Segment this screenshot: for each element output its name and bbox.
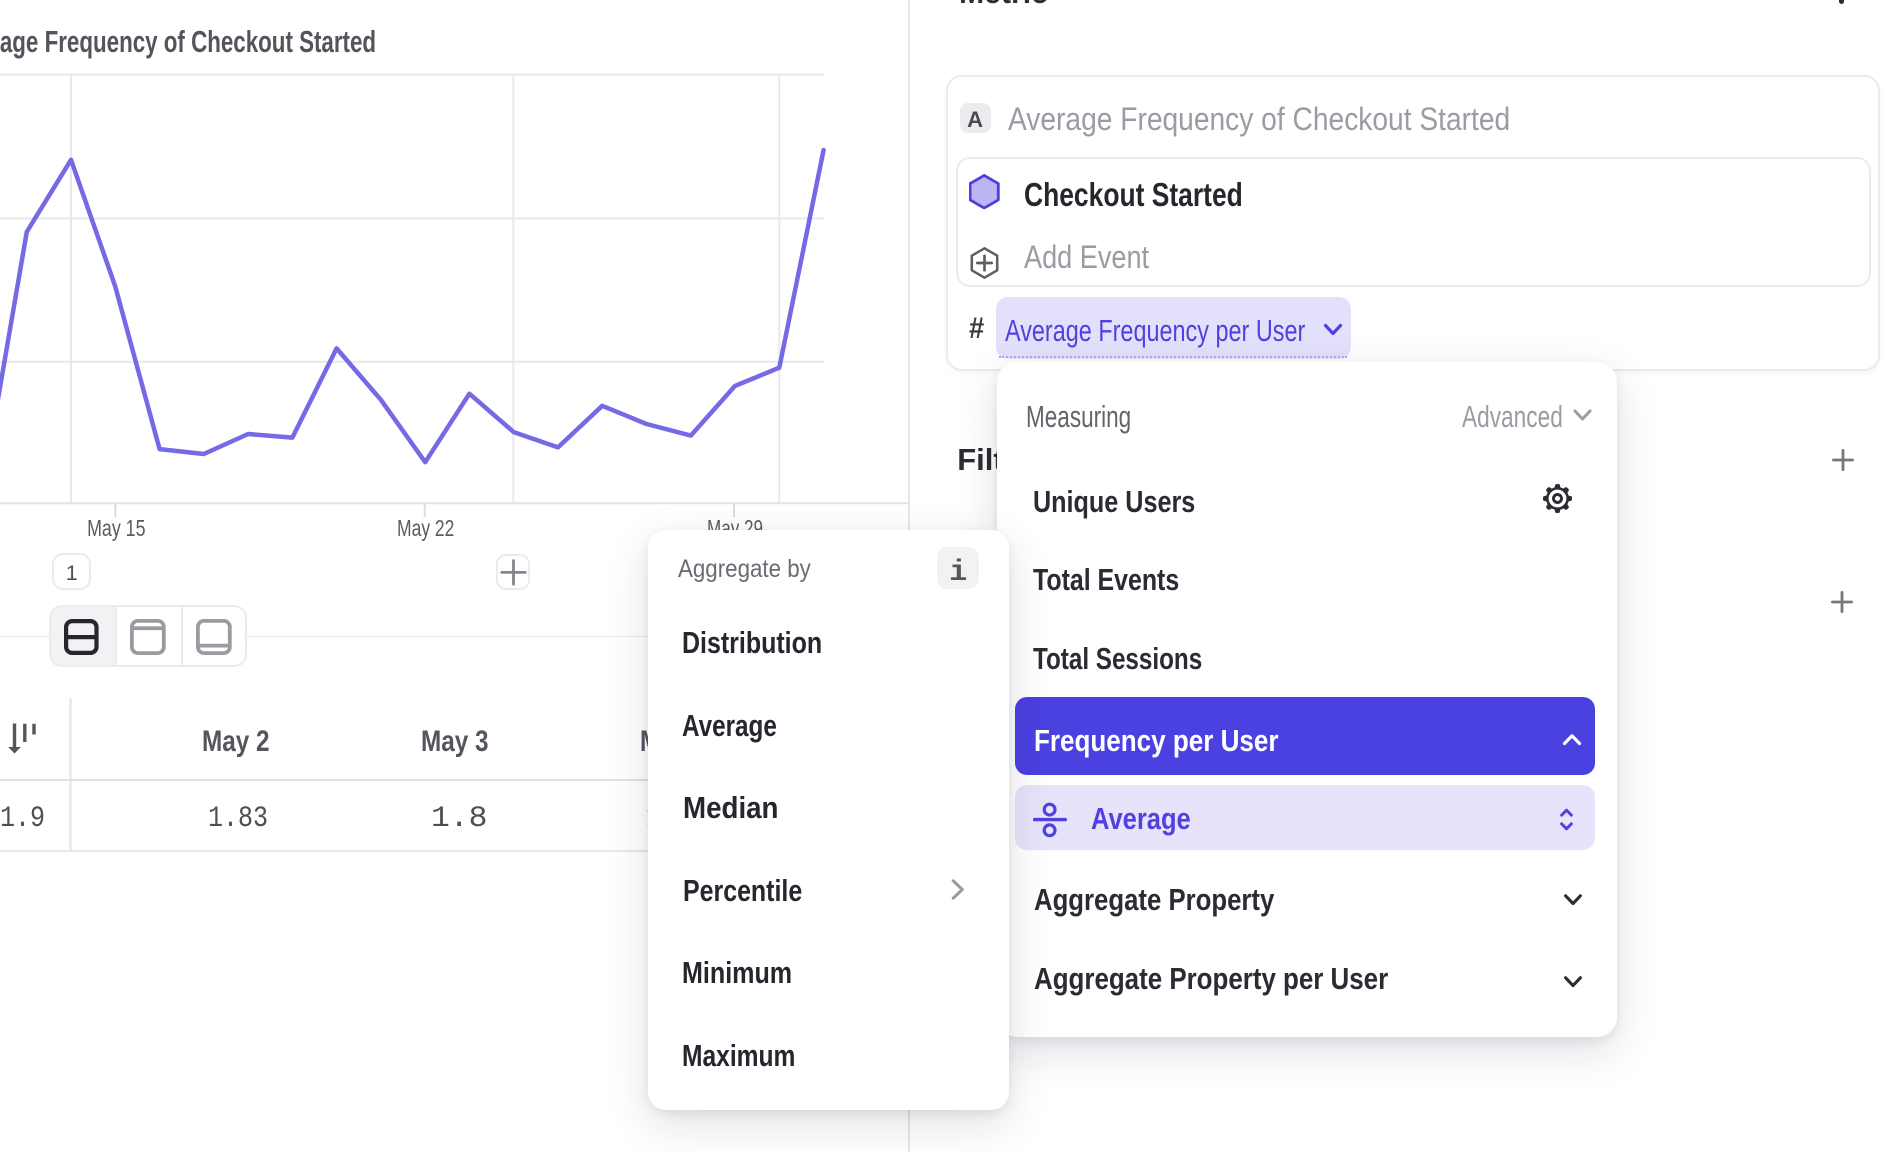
svg-text:May 15: May 15 — [87, 515, 145, 541]
svg-text:May 22: May 22 — [397, 515, 454, 541]
